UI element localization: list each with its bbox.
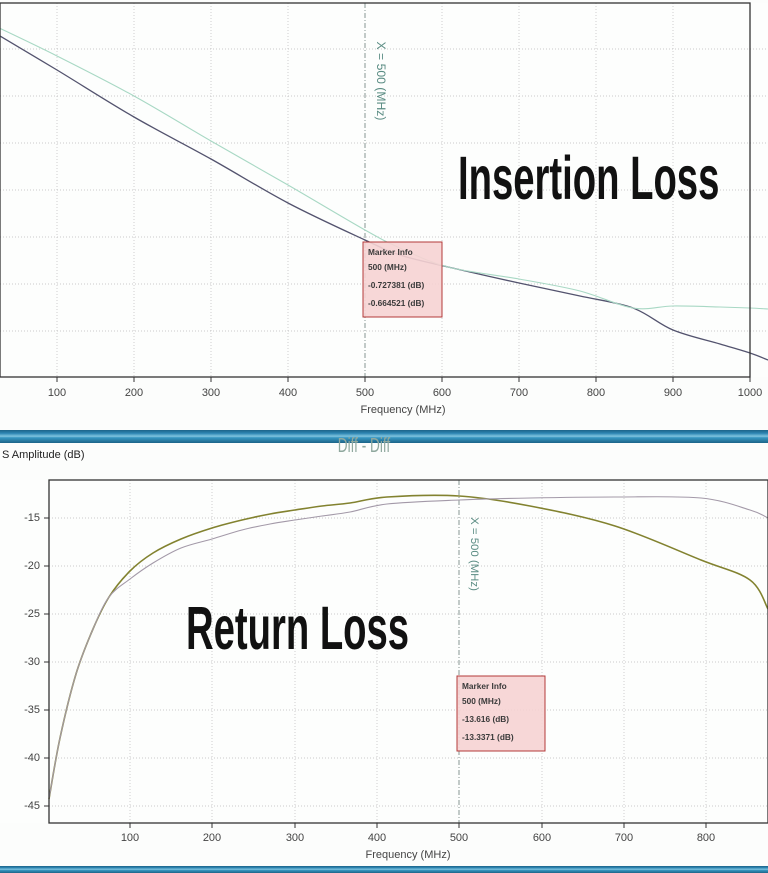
- svg-text:300: 300: [286, 832, 304, 844]
- svg-text:900: 900: [664, 387, 682, 399]
- svg-text:600: 600: [433, 387, 451, 399]
- svg-text:1000: 1000: [738, 387, 762, 399]
- svg-text:700: 700: [615, 832, 633, 844]
- svg-text:700: 700: [510, 387, 528, 399]
- svg-text:500: 500: [356, 387, 374, 399]
- svg-text:-30: -30: [24, 656, 40, 668]
- svg-text:500 (MHz): 500 (MHz): [368, 262, 407, 272]
- svg-text:X = 500 (MHz): X = 500 (MHz): [468, 517, 480, 591]
- svg-text:200: 200: [203, 832, 221, 844]
- svg-text:-15: -15: [24, 512, 40, 524]
- svg-text:100: 100: [48, 387, 66, 399]
- svg-text:S Amplitude (dB): S Amplitude (dB): [2, 449, 85, 461]
- svg-text:-45: -45: [24, 800, 40, 812]
- svg-text:X = 500 (MHz): X = 500 (MHz): [374, 42, 388, 121]
- svg-text:Frequency (MHz): Frequency (MHz): [361, 404, 446, 416]
- svg-text:Marker Info: Marker Info: [368, 247, 413, 257]
- svg-text:Return Loss: Return Loss: [186, 594, 409, 662]
- svg-text:800: 800: [587, 387, 605, 399]
- svg-text:-35: -35: [24, 704, 40, 716]
- svg-text:300: 300: [202, 387, 220, 399]
- svg-text:-13.3371 (dB): -13.3371 (dB): [462, 732, 514, 742]
- svg-text:200: 200: [125, 387, 143, 399]
- svg-text:600: 600: [533, 832, 551, 844]
- svg-text:500: 500: [450, 832, 468, 844]
- svg-text:400: 400: [368, 832, 386, 844]
- svg-text:Insertion Loss: Insertion Loss: [458, 144, 719, 212]
- svg-text:-40: -40: [24, 752, 40, 764]
- svg-text:Frequency (MHz): Frequency (MHz): [366, 849, 451, 861]
- svg-text:-25: -25: [24, 608, 40, 620]
- svg-text:100: 100: [121, 832, 139, 844]
- svg-text:-0.664521 (dB): -0.664521 (dB): [368, 298, 424, 308]
- svg-text:-20: -20: [24, 560, 40, 572]
- svg-text:-0.727381 (dB): -0.727381 (dB): [368, 280, 424, 290]
- svg-text:Diff - Diff: Diff - Diff: [338, 433, 391, 457]
- svg-text:-13.616 (dB): -13.616 (dB): [462, 714, 509, 724]
- svg-text:Marker Info: Marker Info: [462, 681, 507, 691]
- svg-text:800: 800: [697, 832, 715, 844]
- svg-text:400: 400: [279, 387, 297, 399]
- svg-text:500 (MHz): 500 (MHz): [462, 696, 501, 706]
